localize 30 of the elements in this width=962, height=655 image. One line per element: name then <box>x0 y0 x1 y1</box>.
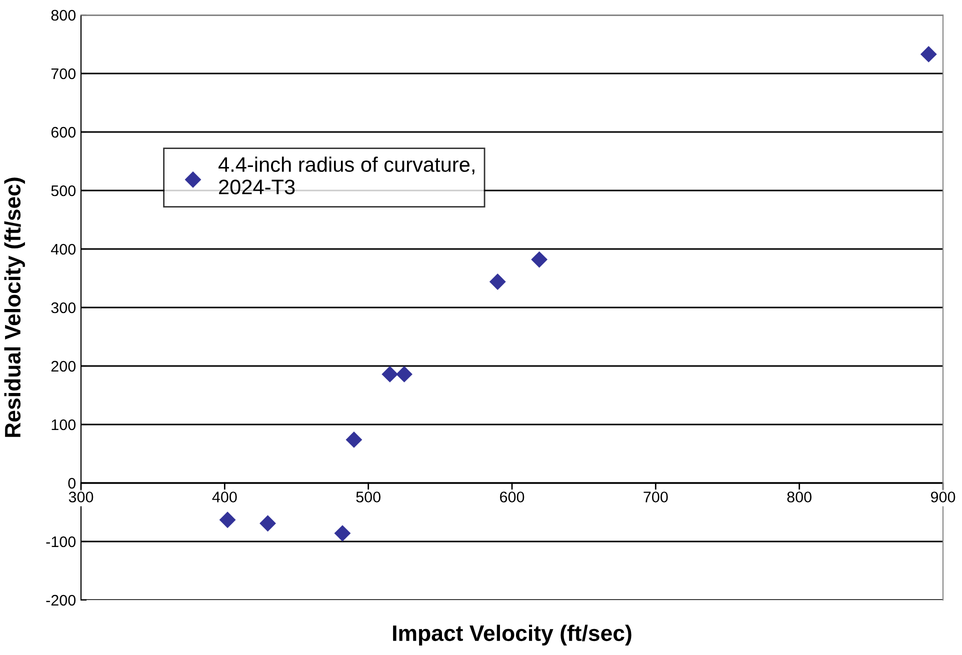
y-tick-label: 700 <box>51 68 76 80</box>
legend-label: 4.4-inch radius of curvature, 2024-T3 <box>218 156 474 194</box>
point <box>489 274 506 290</box>
point <box>260 515 276 532</box>
y-tick-label: 400 <box>51 244 76 255</box>
y-tick-label: -200 <box>46 594 76 606</box>
x-axis-title: Impact Velocity (ft/sec) <box>393 624 632 646</box>
y-tick-label: 500 <box>51 185 76 196</box>
point <box>531 251 548 268</box>
y-tick-label: 0 <box>68 478 76 489</box>
x-tick-label: 500 <box>356 492 380 502</box>
x-tick-label: 300 <box>68 492 94 502</box>
x-tick-label: 700 <box>644 492 668 502</box>
y-tick-label: 800 <box>51 10 76 21</box>
y-tick-label: 200 <box>51 360 76 372</box>
y-tick-label: -100 <box>46 536 76 548</box>
y-tick-label: 600 <box>51 126 76 138</box>
point <box>219 512 236 528</box>
point <box>346 431 362 448</box>
y-axis-title: Residual Velocity (ft/sec) <box>4 178 25 437</box>
y-tick-label: 300 <box>51 302 76 314</box>
point <box>920 46 937 62</box>
x-tick-label: 600 <box>500 492 524 502</box>
y-tick-label: 100 <box>52 419 76 430</box>
point <box>382 366 398 382</box>
x-tick-label: 800 <box>787 492 812 502</box>
point <box>334 525 351 542</box>
point <box>396 366 412 382</box>
x-tick-label: 900 <box>930 492 956 502</box>
x-tick-label: 400 <box>212 492 237 502</box>
